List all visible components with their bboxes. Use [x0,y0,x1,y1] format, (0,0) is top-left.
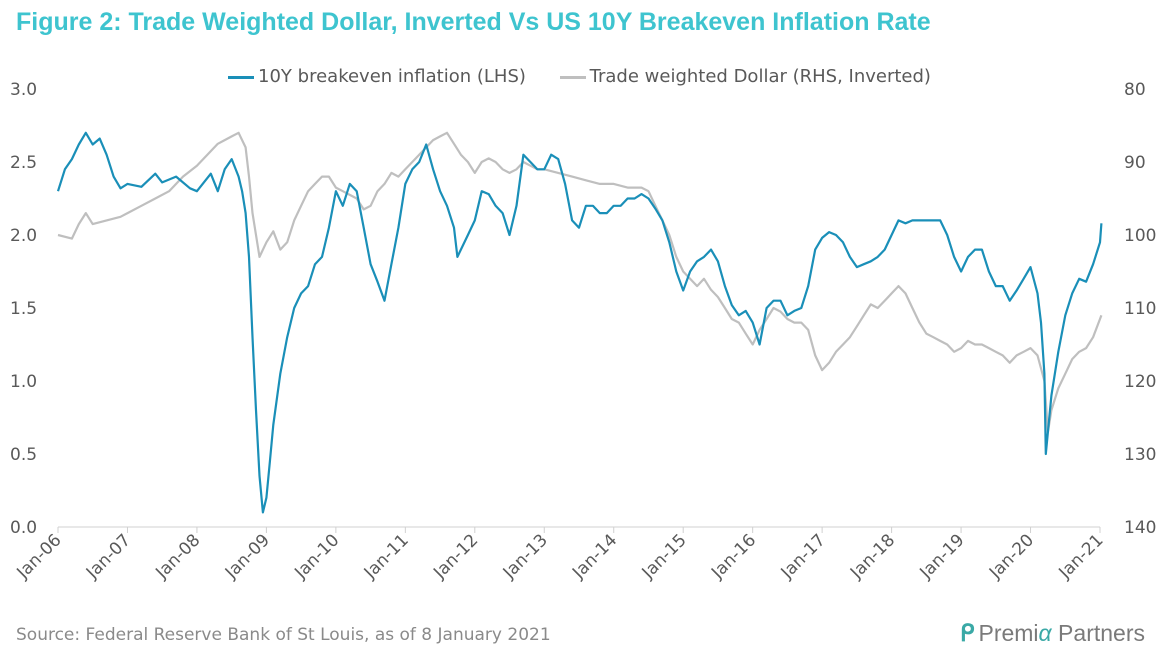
chart-title: Figure 2: Trade Weighted Dollar, Inverte… [16,8,931,36]
x-tick-label: Jan-19 [916,530,969,583]
chart-axes: Jan-06 Jan-07 Jan-08 Jan-09 Jan-10 Jan-11 Jan-… [10,80,1156,583]
y-left-tick-label: 2.5 [10,153,37,173]
logo-text-premi: Premi [978,620,1039,646]
legend-swatch-breakeven [228,75,255,79]
x-tick-label: Jan-16 [707,530,760,583]
x-tick-label: Jan-20 [985,530,1038,583]
logo-text-partners: Partners [1051,620,1145,646]
logo-mark-icon: ᑭ [960,620,975,646]
series-line-breakeven-inflation [56,131,1103,514]
y-right-tick-label: 120 [1124,372,1156,392]
x-tick-label: Jan-09 [221,530,274,583]
x-tick-label: Jan-07 [82,530,135,583]
y-right-tick-label: 110 [1124,299,1156,319]
series-line-trade-weighted-dollar [57,131,1103,434]
chart-legend: 10Y breakeven inflation (LHS) Trade weig… [0,66,1159,87]
x-tick-label: Jan-14 [568,530,621,583]
y-right-tick-label: 140 [1124,518,1156,538]
source-note: Source: Federal Reserve Bank of St Louis… [16,625,551,645]
x-tick-label: Jan-11 [360,530,413,583]
x-tick-label: Jan-18 [846,530,899,583]
legend-label-dollar: Trade weighted Dollar (RHS, Inverted) [589,66,931,87]
logo-text-alpha: α [1038,620,1052,646]
y-left-tick-label: 3.0 [10,80,37,100]
legend-item-breakeven: 10Y breakeven inflation (LHS) [228,66,526,87]
premia-partners-logo: ᑭ Premiα Partners [960,620,1145,647]
y-right-tick-label: 80 [1124,80,1146,100]
y-left-tick-label: 2.0 [10,226,37,246]
x-tick-label: Jan-13 [499,530,552,583]
legend-item-dollar: Trade weighted Dollar (RHS, Inverted) [559,66,931,87]
x-tick-label: Jan-15 [638,530,691,583]
legend-swatch-dollar [559,75,586,79]
x-tick-label: Jan-08 [151,530,204,583]
legend-label-breakeven: 10Y breakeven inflation (LHS) [258,66,526,87]
chart-series [56,131,1103,514]
x-tick-label: Jan-12 [429,530,482,583]
y-left-tick-label: 0.0 [10,518,37,538]
y-right-tick-label: 100 [1124,226,1156,246]
y-left-tick-label: 1.5 [10,299,37,319]
x-tick-label: Jan-10 [290,530,343,583]
x-tick-label: Jan-06 [13,530,66,583]
x-tick-label: Jan-17 [777,530,830,583]
line-chart: Jan-06 Jan-07 Jan-08 Jan-09 Jan-10 Jan-11 Jan-… [10,80,1156,583]
x-tick-label: Jan-21 [1055,530,1108,583]
y-left-tick-label: 1.0 [10,372,37,392]
y-right-tick-label: 90 [1124,153,1146,173]
y-right-tick-label: 130 [1124,445,1156,465]
y-left-tick-label: 0.5 [10,445,37,465]
